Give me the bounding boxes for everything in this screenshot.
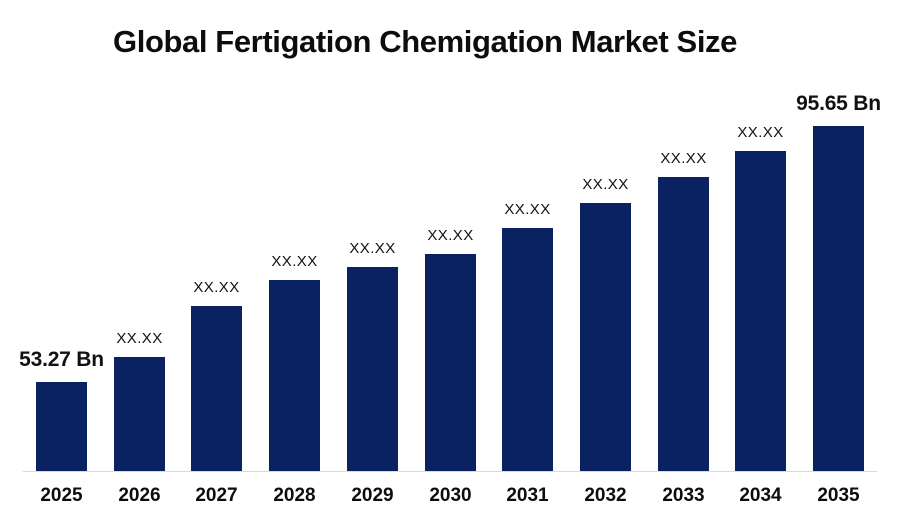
bar-value-label-2030: XX.XX <box>427 227 474 244</box>
bar-2032 <box>580 203 631 471</box>
bar-value-label-2025: 53.27 Bn <box>19 348 104 371</box>
bar-value-label-2033: XX.XX <box>660 150 707 167</box>
x-axis-tick-2026: 2026 <box>118 485 161 506</box>
bar-2031 <box>502 228 553 471</box>
bar-2026 <box>114 357 165 471</box>
x-axis-line <box>23 471 877 472</box>
bar-value-label-2026: XX.XX <box>116 330 163 347</box>
bar-value-label-2035: 95.65 Bn <box>796 92 881 115</box>
x-axis-tick-2025: 2025 <box>40 485 83 506</box>
bar-value-label-2028: XX.XX <box>271 253 318 270</box>
bar-2034 <box>735 151 786 471</box>
bar-2028 <box>269 280 320 471</box>
bar-2030 <box>425 254 476 471</box>
x-axis-tick-2028: 2028 <box>273 485 316 506</box>
bar-2025 <box>36 382 87 471</box>
x-axis-tick-2027: 2027 <box>195 485 238 506</box>
bar-value-label-2029: XX.XX <box>349 240 396 257</box>
bar-value-label-2032: XX.XX <box>582 176 629 193</box>
x-axis-tick-2029: 2029 <box>351 485 394 506</box>
x-axis-tick-2032: 2032 <box>584 485 627 506</box>
bar-value-label-2027: XX.XX <box>193 279 240 296</box>
bar-2035 <box>813 126 864 471</box>
x-axis-tick-2033: 2033 <box>662 485 705 506</box>
chart-title: Global Fertigation Chemigation Market Si… <box>113 24 737 59</box>
bar-2033 <box>658 177 709 471</box>
x-axis-tick-2035: 2035 <box>817 485 860 506</box>
bar-2029 <box>347 267 398 471</box>
bar-value-label-2034: XX.XX <box>737 124 784 141</box>
x-axis-tick-2034: 2034 <box>739 485 782 506</box>
x-axis-tick-2030: 2030 <box>429 485 472 506</box>
bar-2027 <box>191 306 242 471</box>
x-axis-tick-2031: 2031 <box>506 485 549 506</box>
bar-value-label-2031: XX.XX <box>504 201 551 218</box>
